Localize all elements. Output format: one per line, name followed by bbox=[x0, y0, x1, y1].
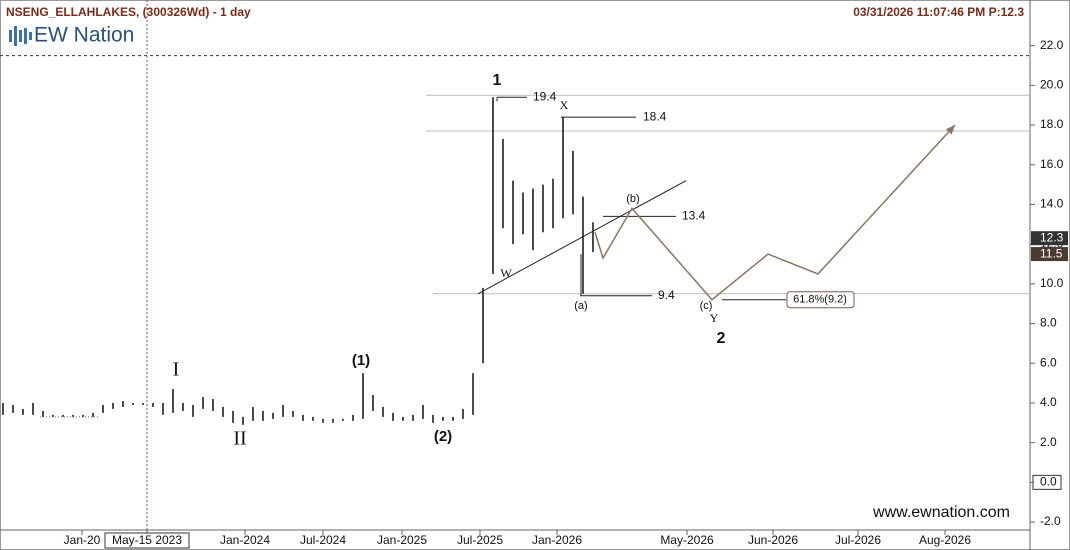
level-label: 19.4 bbox=[533, 89, 557, 103]
wave-label: (1) bbox=[352, 352, 370, 369]
arrow-head bbox=[945, 125, 955, 135]
fib-box bbox=[786, 291, 855, 309]
price-tag-label: 11.5 bbox=[1040, 246, 1063, 260]
wave-label: 2 bbox=[717, 330, 726, 347]
y-tick-label: 14.0 bbox=[1040, 197, 1064, 211]
watermark: www.ewnation.com bbox=[872, 504, 1010, 521]
wave-label: W bbox=[500, 266, 512, 280]
y-tick-label: 22.0 bbox=[1040, 38, 1064, 52]
x-tick-label: Jul-2025 bbox=[457, 533, 503, 547]
logo: EW Nation bbox=[34, 24, 134, 47]
trendline bbox=[477, 180, 687, 295]
y-tick-label: 20.0 bbox=[1040, 78, 1064, 92]
wave-label: I bbox=[173, 359, 180, 381]
x-tick-label: Jun-2026 bbox=[748, 533, 798, 547]
wave-label: (2) bbox=[434, 428, 452, 445]
wave-label: II bbox=[233, 428, 246, 450]
wave-label: (a) bbox=[574, 300, 587, 312]
x-tick-label: May-2026 bbox=[660, 533, 714, 547]
y-tick-label: 6.0 bbox=[1040, 355, 1057, 369]
fib-label: 61.8%(9.2) bbox=[793, 294, 847, 306]
x-tick-label: Jan-2024 bbox=[220, 533, 270, 547]
x-tick-label: Jul-2026 bbox=[835, 533, 881, 547]
y-tick-label: 10.0 bbox=[1040, 276, 1064, 290]
price-tag bbox=[1031, 247, 1068, 262]
wave-label: Y bbox=[710, 311, 719, 325]
y-tick-label: 8.0 bbox=[1040, 316, 1057, 330]
y-tick-label: 16.0 bbox=[1040, 157, 1064, 171]
x-tick-label: Jul-2024 bbox=[300, 533, 346, 547]
level-label: 9.4 bbox=[658, 288, 675, 302]
y-tick-label: 18.0 bbox=[1040, 117, 1064, 131]
x-tick-label: Jan-2026 bbox=[532, 533, 582, 547]
wave-label: X bbox=[560, 98, 569, 112]
wave-label: (b) bbox=[626, 193, 639, 205]
x-tick-label: Aug-2026 bbox=[919, 533, 971, 547]
date-box bbox=[104, 532, 190, 549]
y-tick-label: -2.0 bbox=[1040, 514, 1061, 528]
wave-label: (c) bbox=[700, 300, 713, 312]
zero-tag-label: 0.0 bbox=[1040, 475, 1057, 489]
logo-icon bbox=[9, 26, 32, 46]
x-tick-label: May-15 2023 bbox=[112, 533, 182, 547]
projection-path bbox=[594, 124, 956, 301]
level-label: 18.4 bbox=[643, 109, 667, 123]
price-tag bbox=[1031, 231, 1068, 246]
symbol-title: NSENG_ELLAHLAKES, (300326Wd) - 1 day bbox=[6, 5, 251, 19]
y-tick-label: 2.0 bbox=[1040, 435, 1057, 449]
price-tag-label: 12.3 bbox=[1040, 230, 1064, 244]
timestamp: 03/31/2026 11:07:46 PM P:12.3 bbox=[853, 5, 1024, 19]
y-tick-label: 4.0 bbox=[1040, 395, 1057, 409]
zero-tag bbox=[1032, 474, 1062, 490]
level-label: 13.4 bbox=[682, 209, 706, 223]
wave-label: 1 bbox=[493, 72, 502, 89]
x-tick-label: Jan-2025 bbox=[377, 533, 427, 547]
x-tick-label: Jan-20 bbox=[64, 533, 101, 547]
